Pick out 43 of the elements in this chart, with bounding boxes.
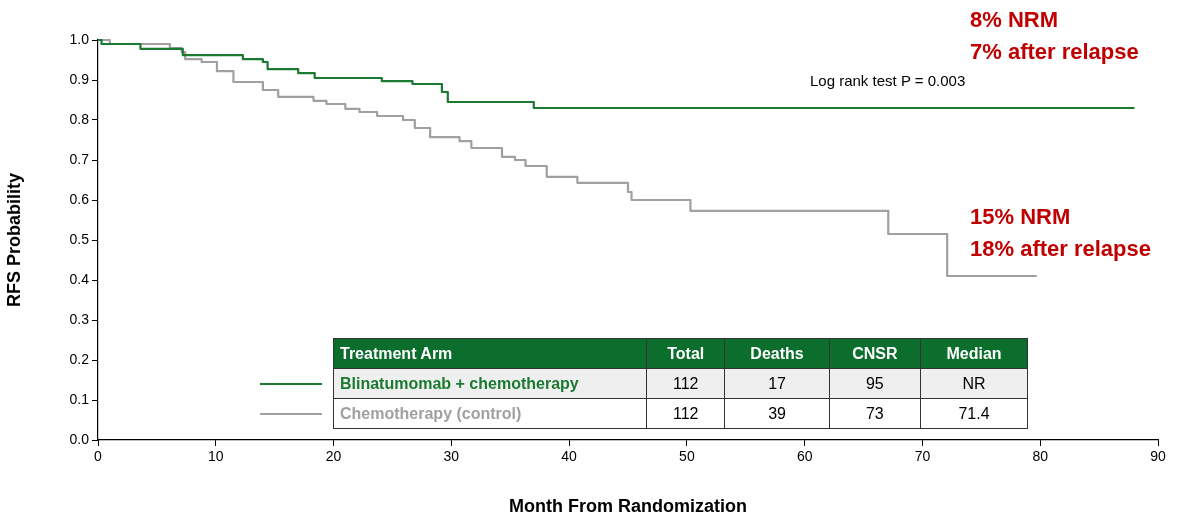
- y-tick-label: 0.6: [69, 190, 90, 207]
- y-tick-label: 0.4: [69, 270, 90, 287]
- x-tick-label: 60: [796, 448, 813, 465]
- y-tick-label: 0.3: [69, 310, 90, 327]
- x-axis-title: Month From Randomization: [509, 496, 747, 517]
- legend-title: Treatment Arm: [333, 338, 647, 369]
- y-tick-label: 0.5: [69, 230, 90, 247]
- annotation: 95: [829, 368, 921, 399]
- x-tick-label: 0: [94, 448, 103, 465]
- x-tick-label: 10: [207, 448, 224, 465]
- legend-label: Chemotherapy (control): [333, 398, 647, 429]
- x-tick-label: 80: [1032, 448, 1049, 465]
- annotation: 71.4: [920, 398, 1028, 429]
- x-tick-label: 40: [561, 448, 578, 465]
- annotation: 73: [829, 398, 921, 429]
- annotation: Median: [920, 338, 1028, 369]
- annotation: Total: [646, 338, 725, 369]
- annotation: 15% NRM: [970, 203, 1071, 231]
- x-tick-label: 30: [443, 448, 460, 465]
- annotation: 39: [724, 398, 830, 429]
- annotation: NR: [920, 368, 1028, 399]
- annotation: 112: [646, 368, 725, 399]
- y-tick-label: 0.1: [69, 390, 90, 407]
- annotation: Deaths: [724, 338, 830, 369]
- y-tick-label: 0.0: [69, 430, 90, 447]
- y-tick-label: 0.7: [69, 150, 90, 167]
- y-axis-title: RFS Probability: [3, 172, 24, 308]
- text: 8% NRM: [970, 6, 1059, 34]
- y-tick-label: 0.9: [69, 70, 90, 87]
- annotation: CNSR: [829, 338, 921, 369]
- x-tick-label: 20: [325, 448, 342, 465]
- annotation: 7% after relapse: [970, 38, 1139, 66]
- annotation: 18% after relapse: [970, 235, 1151, 263]
- y-tick-label: 0.8: [69, 110, 90, 127]
- legend-label: Blinatumomab + chemotherapy: [333, 368, 647, 399]
- annotation: 112: [646, 398, 725, 429]
- x-tick-label: 50: [679, 448, 695, 465]
- y-tick-label: 1.0: [69, 30, 90, 47]
- x-tick-label: 70: [914, 448, 931, 465]
- annotation: 17: [724, 368, 830, 399]
- x-tick-label: 90: [1150, 448, 1166, 465]
- y-tick-label: 0.2: [69, 350, 90, 367]
- annotation: Log rank test P = 0.003: [810, 72, 966, 89]
